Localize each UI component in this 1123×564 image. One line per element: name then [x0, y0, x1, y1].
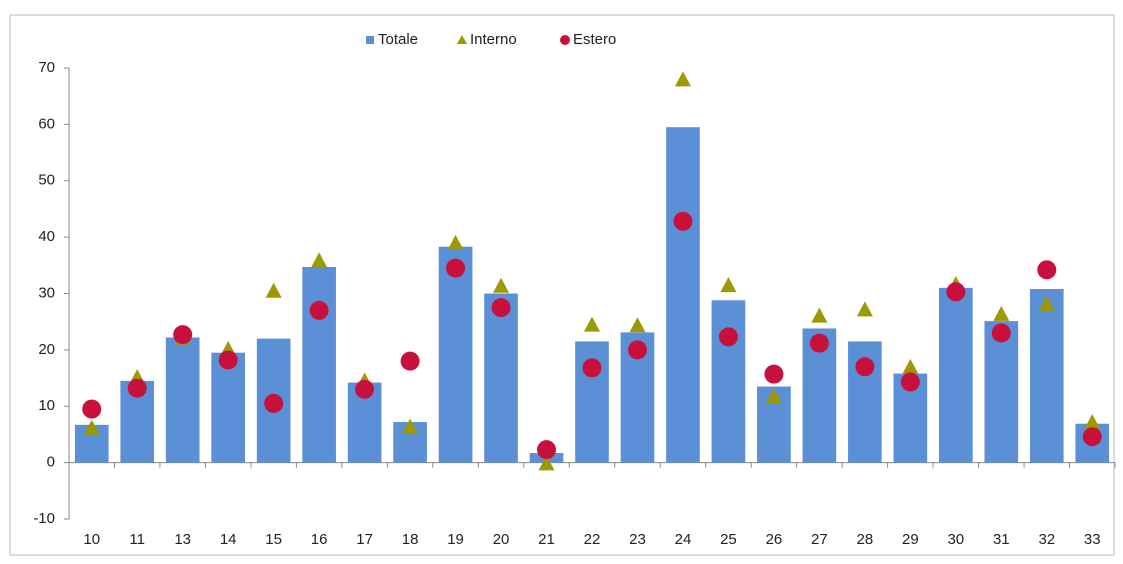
- circle-marker: [173, 325, 193, 345]
- circle-marker: [673, 211, 693, 231]
- circle-marker: [1082, 427, 1102, 447]
- triangle-marker: [538, 455, 555, 471]
- triangle-marker: [1038, 295, 1055, 311]
- circle-marker: [855, 357, 875, 377]
- y-tick-label: 40: [38, 228, 55, 245]
- legend-swatch: [560, 35, 570, 45]
- circle-marker: [82, 399, 102, 419]
- x-tick-label: 26: [766, 531, 783, 548]
- triangle-marker: [720, 277, 737, 293]
- circle-marker: [1037, 260, 1057, 280]
- triangle-marker: [402, 418, 419, 434]
- x-tick-label: 16: [311, 531, 328, 548]
- x-tick-label: 25: [720, 531, 737, 548]
- circle-marker: [264, 393, 284, 413]
- x-tick-label: 21: [538, 531, 555, 548]
- y-tick-label: 30: [38, 284, 55, 301]
- circle-marker: [127, 378, 147, 398]
- circle-marker: [900, 372, 920, 392]
- circle-marker: [537, 440, 557, 460]
- triangle-marker: [629, 317, 646, 333]
- x-tick-label: 31: [993, 531, 1010, 548]
- x-tick-label: 15: [265, 531, 282, 548]
- x-tick-label: 32: [1038, 531, 1055, 548]
- circle-marker: [627, 340, 647, 360]
- y-tick-label: 70: [38, 59, 55, 76]
- bar: [666, 127, 700, 463]
- circle-marker: [400, 351, 420, 371]
- bar: [438, 246, 473, 463]
- circle-marker: [446, 258, 466, 278]
- y-tick-label: 0: [47, 454, 55, 471]
- circle-marker: [309, 300, 329, 320]
- triangle-marker: [674, 71, 691, 87]
- legend-label: Estero: [573, 31, 616, 48]
- x-tick-label: 14: [220, 531, 237, 548]
- triangle-marker: [584, 316, 600, 332]
- circle-marker: [991, 323, 1011, 343]
- triangle-marker: [902, 358, 919, 374]
- x-tick-label: 22: [584, 531, 601, 548]
- x-tick-label: 23: [629, 531, 646, 548]
- bar: [938, 287, 973, 463]
- x-tick-label: 20: [493, 531, 510, 548]
- y-tick-label: 10: [38, 397, 55, 414]
- legend-swatch: [366, 36, 374, 44]
- x-tick-label: 33: [1084, 531, 1101, 548]
- x-tick-label: 13: [174, 531, 191, 548]
- circle-marker: [718, 327, 738, 347]
- bar: [1029, 288, 1064, 463]
- y-tick-label: -10: [33, 510, 55, 527]
- x-tick-label: 28: [857, 531, 874, 548]
- triangle-marker: [1084, 414, 1101, 430]
- bar: [484, 293, 518, 463]
- triangle-marker: [856, 301, 873, 317]
- x-tick-label: 11: [129, 531, 145, 548]
- legend-label: Interno: [470, 31, 517, 48]
- circle-marker: [946, 282, 966, 302]
- circle-marker: [355, 379, 375, 399]
- chart-frame: [9, 14, 1115, 556]
- bar: [711, 300, 746, 463]
- x-tick-label: 17: [356, 531, 373, 548]
- legend-swatch: [457, 35, 467, 44]
- triangle-marker: [265, 282, 282, 298]
- bar: [984, 321, 1019, 463]
- x-tick-label: 27: [811, 531, 828, 548]
- legend-label: Totale: [378, 31, 418, 48]
- circle-marker: [218, 350, 238, 370]
- triangle-marker: [83, 419, 100, 435]
- circle-marker: [764, 364, 784, 384]
- triangle-marker: [493, 277, 510, 293]
- x-tick-label: 24: [675, 531, 692, 548]
- triangle-marker: [811, 307, 828, 323]
- bar: [211, 352, 246, 463]
- x-tick-label: 19: [447, 531, 464, 548]
- circle-marker: [491, 298, 511, 318]
- x-tick-label: 30: [947, 531, 964, 548]
- triangle-marker: [447, 234, 464, 250]
- triangle-marker: [311, 252, 328, 268]
- x-tick-label: 18: [402, 531, 419, 548]
- y-tick-label: 50: [38, 172, 55, 189]
- x-tick-label: 29: [902, 531, 919, 548]
- x-tick-label: 10: [83, 531, 100, 548]
- y-tick-label: 60: [38, 115, 55, 132]
- y-tick-label: 20: [38, 341, 55, 358]
- triangle-marker: [993, 305, 1010, 321]
- triangle-marker: [765, 388, 782, 404]
- bar: [165, 337, 200, 463]
- bar: [302, 267, 336, 463]
- circle-marker: [582, 358, 602, 378]
- circle-marker: [809, 333, 829, 353]
